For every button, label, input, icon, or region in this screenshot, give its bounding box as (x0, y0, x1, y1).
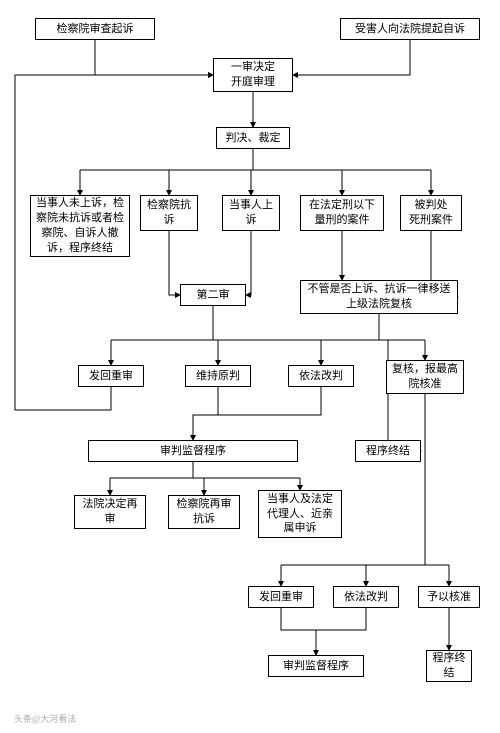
edge-10 (169, 231, 180, 295)
node-n21: 发回重审 (248, 586, 314, 608)
edge-24 (193, 387, 321, 415)
edge-1 (293, 40, 410, 75)
node-n22: 依法改判 (333, 586, 399, 608)
edge-35 (281, 608, 316, 655)
node-n12: 发回重审 (78, 365, 144, 387)
node-n14: 依法改判 (288, 365, 354, 387)
node-n24: 审判监督程序 (268, 655, 364, 677)
edge-36 (316, 608, 366, 630)
node-n6: 检察院抗诉 (140, 195, 198, 231)
edge-0 (95, 40, 213, 75)
node-n16: 审判监督程序 (88, 440, 298, 462)
node-n4: 判决、裁定 (216, 127, 290, 149)
node-n18: 法院决定再审 (74, 495, 146, 529)
node-n17: 程序终结 (355, 440, 421, 462)
node-n25: 程序终结 (426, 650, 472, 682)
node-n20: 当事人及法定代理人、近亲属申诉 (258, 490, 342, 538)
node-n8: 在法定刑以下量刑的案件 (300, 195, 384, 231)
node-n15: 复核，报最高院核准 (386, 360, 464, 394)
node-n10: 第二审 (180, 284, 246, 306)
node-n19: 检察院再审抗诉 (168, 495, 240, 529)
node-n5: 当事人未上诉，检察院未抗诉或者检察院、自诉人撤诉，程序终结 (30, 195, 130, 257)
watermark: 头条@大河看法 (14, 712, 76, 725)
flowchart-canvas: 检察院审查起诉 受害人向法院提起自诉一审决定开庭审理判决、裁定当事人未上诉，检察院… (0, 0, 500, 733)
node-n1: 检察院审查起诉 (35, 18, 155, 40)
edge-23 (193, 387, 218, 440)
node-n23: 予以核准 (418, 586, 480, 608)
node-n9: 被判处死刑案件 (400, 195, 462, 231)
edge-11 (246, 231, 251, 295)
edge-22 (388, 340, 421, 451)
node-n2: 受害人向法院提起自诉 (340, 18, 480, 40)
node-n13: 维持原判 (185, 365, 251, 387)
node-n11: 不管是否上诉、抗诉一律移送上级法院复核 (300, 280, 458, 314)
node-n3: 一审决定开庭审理 (213, 58, 293, 92)
node-n7: 当事人上诉 (222, 195, 280, 231)
